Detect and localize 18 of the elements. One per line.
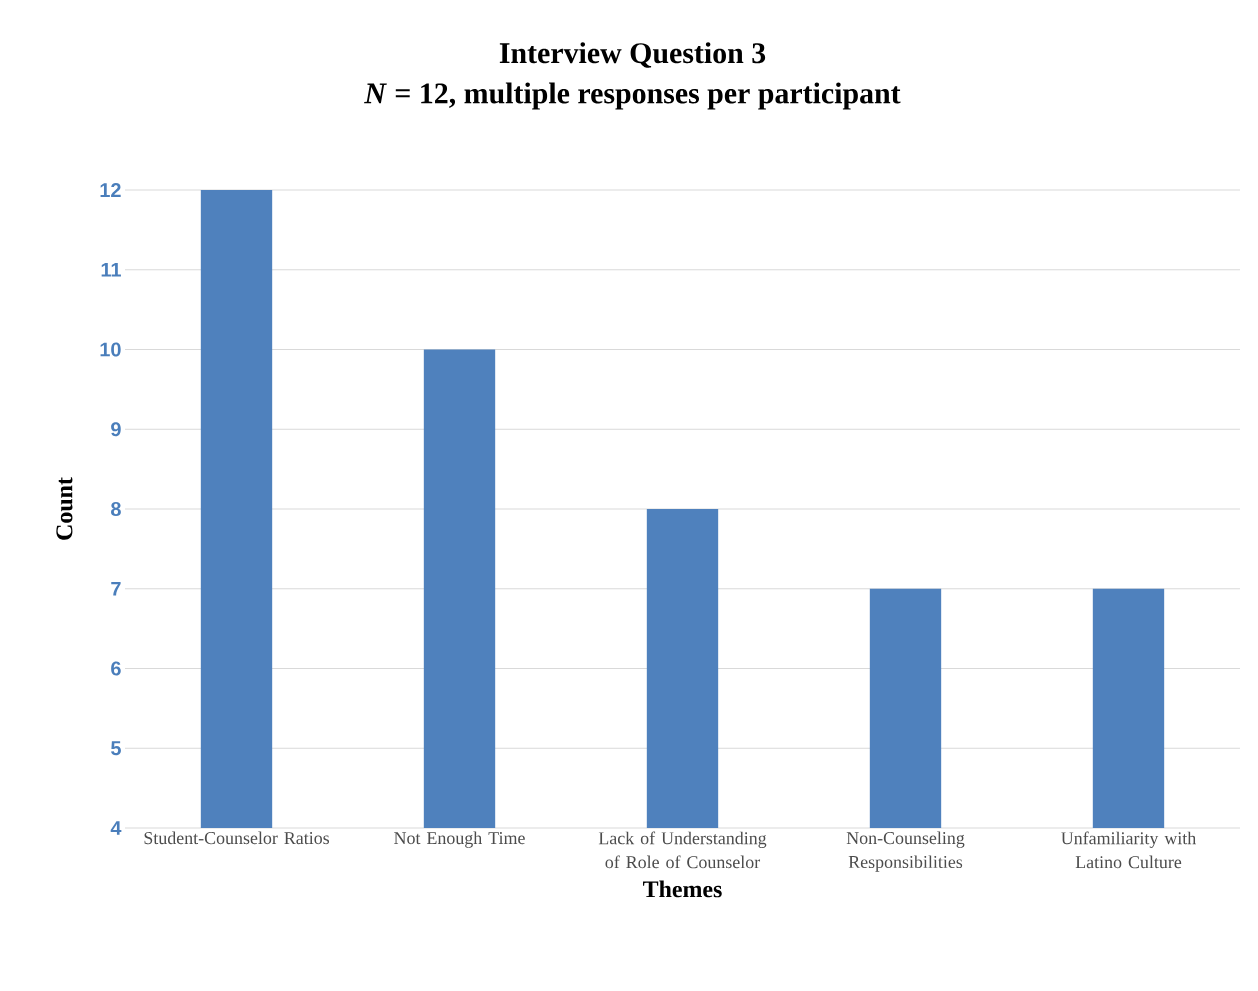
y-tick-label: 4	[110, 821, 122, 835]
y-axis-title: Count	[56, 477, 73, 540]
y-tick-label: 5	[111, 741, 121, 756]
y-tick-label: 7	[111, 581, 121, 596]
y-tick-label: 6	[111, 661, 121, 676]
y-tick-label: 11	[101, 262, 121, 277]
y-tick-label: 10	[100, 342, 121, 357]
y-tick-label: 12	[100, 183, 121, 197]
x-tick-label: Lack of Understanding of Role of Counselor	[598, 831, 767, 869]
y-tick-label: 9	[111, 422, 121, 437]
x-tick-label: Non-Counseling Responsibilities	[846, 831, 965, 872]
chart-subtitle: N = 12, multiple responses per participant	[364, 82, 901, 110]
y-tick-label: 8	[111, 501, 121, 517]
x-tick-label: Not Enough Time	[394, 831, 525, 848]
x-axis-title: Themes	[643, 880, 722, 898]
chart-title: Interview Question 3	[499, 42, 766, 68]
x-tick-label: Unfamiliarity with Latino Culture	[1061, 831, 1197, 869]
x-tick-label: Student-Counselor Ratios	[144, 831, 330, 845]
